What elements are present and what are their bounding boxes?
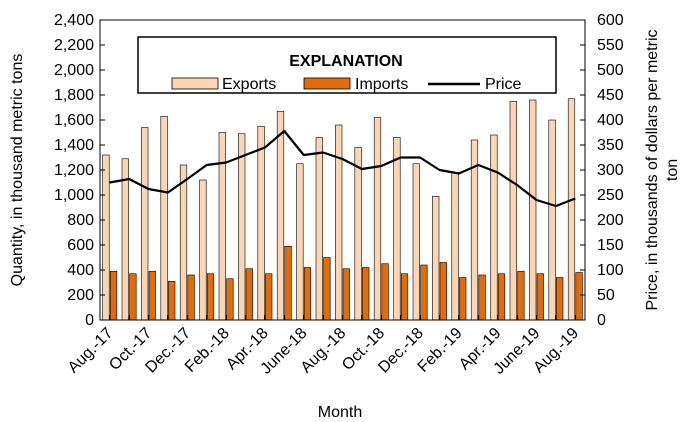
imports-bar [284, 245, 292, 321]
imports-bar [575, 272, 583, 321]
left-tick-label: 800 [67, 212, 94, 229]
imports-bar [109, 270, 118, 321]
right-tick-label: 400 [597, 112, 624, 129]
exports-bars [102, 98, 576, 321]
exports-bar [412, 163, 420, 321]
right-tick-label: 300 [597, 162, 624, 179]
imports-bar [245, 268, 253, 321]
left-tick-label: 600 [67, 237, 94, 254]
x-axis-title: Month [318, 404, 362, 421]
imports-bar [439, 262, 447, 321]
left-tick-label: 1,600 [54, 112, 94, 129]
exports-bar [257, 125, 265, 321]
right-tick-label: 0 [597, 312, 606, 329]
exports-bar [393, 137, 401, 321]
exports-bar [121, 158, 129, 321]
exports-bar [567, 98, 576, 321]
exports-bar [179, 164, 188, 321]
imports-bar [536, 273, 544, 321]
legend-label-imports: Imports [355, 76, 408, 93]
y2-axis-title-line1: Price, in thousands of dollars per metri… [644, 29, 661, 310]
imports-bars [109, 245, 583, 321]
exports-bar [276, 110, 285, 321]
imports-bar [187, 274, 195, 321]
exports-bar [238, 133, 246, 321]
legend-label-price: Price [485, 76, 522, 93]
exports-bar [315, 137, 323, 321]
imports-bar [478, 274, 486, 321]
right-tick-label: 150 [597, 237, 624, 254]
right-tick-label: 100 [597, 262, 624, 279]
x-axis-ticks: Aug.-17Oct.-17Dec.-17Feb.-18Apr.-18June-… [65, 315, 582, 378]
right-tick-label: 550 [597, 37, 624, 54]
imports-bar [400, 273, 409, 321]
right-tick-label: 250 [597, 187, 624, 204]
legend-swatch-exports [171, 77, 219, 90]
price-line-group [109, 129, 576, 208]
imports-bar [556, 277, 564, 321]
right-tick-label: 500 [597, 62, 624, 79]
exports-bar [432, 195, 440, 321]
imports-bar [497, 273, 506, 321]
left-axis-ticks: 0 200 400 600 800 1,000 1,200 1,400 1,600 1,800 2,… [54, 12, 105, 329]
right-tick-label: 350 [597, 137, 624, 154]
price-line [109, 129, 576, 208]
left-tick-label: 200 [67, 287, 94, 304]
imports-bar [265, 273, 273, 321]
right-tick-label: 450 [597, 87, 624, 104]
right-tick-label: 200 [597, 212, 624, 229]
left-tick-label: 1,000 [54, 187, 94, 204]
legend-title: EXPLANATION [289, 53, 402, 70]
left-tick-label: 2,200 [54, 37, 94, 54]
left-tick-label: 1,200 [54, 162, 94, 179]
right-axis-ticks: 0 50 100 150 200 250 300 350 400 450 500 550 600 [580, 12, 624, 329]
left-tick-label: 0 [85, 312, 94, 329]
legend: EXPLANATION Exports Imports Price [137, 36, 557, 94]
left-tick-label: 1,800 [54, 87, 94, 104]
right-tick-label: 600 [597, 12, 624, 29]
imports-bar [148, 270, 156, 321]
imports-bar [226, 278, 234, 321]
imports-bar [420, 264, 428, 321]
imports-bar [303, 267, 312, 321]
left-tick-label: 2,000 [54, 62, 94, 79]
legend-swatch-imports [303, 77, 351, 90]
y-axis-title: Quantity, in thousand metric tons [9, 54, 26, 287]
imports-bar [129, 273, 137, 321]
exports-bar [529, 99, 537, 321]
exports-bar [160, 115, 168, 321]
x-tick-label: Aug.-17 [65, 325, 117, 377]
exports-bar [141, 127, 149, 321]
exports-bar [451, 172, 459, 321]
exports-bar [218, 132, 226, 321]
exports-bar [199, 179, 207, 321]
y2-axis-title-line2: ton [664, 159, 681, 181]
imports-bar [362, 267, 370, 321]
left-tick-label: 400 [67, 262, 94, 279]
exports-bar [373, 117, 382, 321]
imports-bar [381, 263, 389, 321]
left-tick-label: 2,400 [54, 12, 94, 29]
exports-bar [509, 100, 517, 321]
legend-label-exports: Exports [222, 76, 276, 93]
right-tick-label: 50 [597, 287, 615, 304]
imports-bar [168, 280, 176, 321]
left-tick-label: 1,400 [54, 137, 94, 154]
imports-bar [459, 277, 467, 321]
exports-bar [296, 163, 304, 321]
imports-bar [342, 268, 350, 321]
exports-bar [490, 134, 498, 321]
exports-bar [354, 147, 362, 321]
exports-bar [335, 124, 343, 321]
imports-bar [323, 257, 331, 321]
imports-bar [517, 270, 525, 321]
exports-bar [548, 119, 556, 321]
imports-bar [206, 273, 215, 321]
